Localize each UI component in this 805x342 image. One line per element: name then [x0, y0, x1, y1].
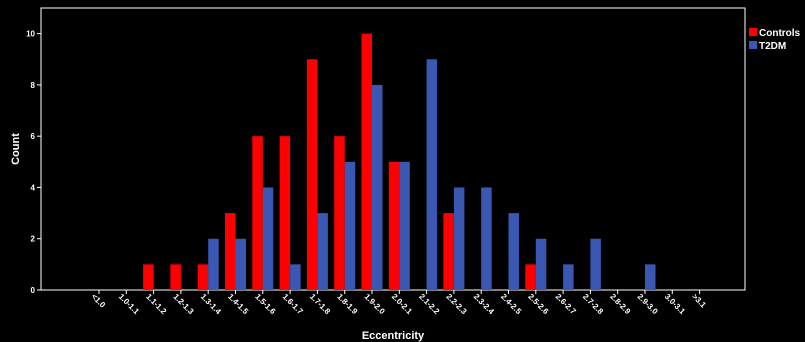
bar-controls-8 — [306, 59, 318, 290]
x-tick-label-10: 1.9-2.0 — [363, 292, 387, 316]
bar-t2dm-7 — [290, 264, 301, 290]
y-axis-title: Count — [10, 133, 22, 165]
y-tick-label-0: 0 — [31, 286, 36, 295]
bar-controls-16 — [525, 264, 536, 290]
x-tick-label-16: 2.5-2.6 — [526, 292, 550, 316]
bar-controls-9 — [334, 136, 345, 290]
x-tick-label-2: 1.1-1.2 — [144, 292, 168, 316]
x-tick-label-5: 1.4-1.5 — [226, 292, 250, 316]
bar-t2dm-5 — [235, 238, 246, 290]
y-tick-label-6: 6 — [31, 132, 36, 141]
x-tick-label-7: 1.6-1.7 — [281, 292, 305, 316]
y-tick-label-10: 10 — [26, 30, 35, 39]
bar-t2dm-12 — [426, 59, 438, 290]
x-tick-label-21: 3.0-3.1 — [663, 292, 687, 316]
bar-t2dm-17 — [563, 264, 574, 290]
x-tick-label-0: <1.0 — [90, 292, 108, 310]
x-tick-label-13: 2.2-2.3 — [444, 292, 468, 316]
x-tick-label-6: 1.5-1.6 — [253, 292, 277, 316]
bar-t2dm-14 — [481, 187, 492, 290]
x-tick-label-9: 1.8-1.9 — [335, 292, 359, 316]
bar-t2dm-13 — [453, 187, 465, 290]
x-tick-label-12: 2.1-2.2 — [417, 292, 441, 316]
x-tick-label-1: 1.0-1.1 — [117, 292, 141, 316]
bar-t2dm-15 — [508, 213, 519, 290]
x-tick-label-18: 2.7-2.8 — [581, 292, 605, 316]
x-tick-label-22: >3.1 — [690, 292, 708, 310]
x-tick-label-3: 1.2-1.3 — [171, 292, 195, 316]
x-tick-label-8: 1.7-1.8 — [308, 292, 332, 316]
bar-t2dm-10 — [372, 84, 383, 290]
x-tick-label-14: 2.3-2.4 — [472, 292, 496, 316]
bar-t2dm-20 — [645, 264, 656, 290]
bar-controls-5 — [225, 213, 236, 290]
x-tick-label-19: 2.8-2.9 — [608, 292, 632, 316]
legend-swatch-t2dm — [749, 41, 757, 49]
x-tick-label-11: 2.0-2.1 — [390, 292, 414, 316]
bar-controls-4 — [197, 264, 209, 290]
bar-controls-7 — [279, 136, 291, 290]
bar-controls-10 — [361, 33, 372, 291]
bar-t2dm-18 — [590, 238, 601, 290]
bars-group — [143, 33, 656, 291]
x-tick-label-4: 1.3-1.4 — [199, 292, 223, 316]
legend: Controls T2DM — [749, 28, 801, 52]
x-tick-label-17: 2.6-2.7 — [554, 292, 578, 316]
bar-controls-13 — [443, 213, 454, 290]
bar-t2dm-4 — [208, 238, 219, 290]
bar-t2dm-9 — [344, 161, 356, 290]
y-axis: 0 2 4 6 8 10 — [26, 30, 41, 295]
x-axis-title: Eccentricity — [362, 330, 425, 342]
bar-controls-2 — [143, 264, 154, 290]
x-axis: <1.0 1.0-1.1 1.1-1.2 1.2-1.3 1.3-1.4 1.4-1.5 1… — [90, 290, 708, 316]
legend-swatch-controls — [749, 28, 757, 36]
y-tick-label-4: 4 — [31, 183, 36, 192]
bar-t2dm-11 — [399, 161, 410, 290]
legend-label-controls: Controls — [759, 28, 801, 39]
bar-controls-6 — [252, 136, 263, 290]
bar-controls-11 — [388, 161, 400, 290]
x-tick-label-20: 2.9-3.0 — [636, 292, 660, 316]
y-tick-label-2: 2 — [31, 235, 36, 244]
bar-t2dm-8 — [317, 213, 328, 290]
y-tick-label-8: 8 — [31, 81, 36, 90]
bar-controls-3 — [170, 264, 181, 290]
bar-t2dm-16 — [535, 238, 547, 290]
legend-label-t2dm: T2DM — [759, 41, 786, 52]
bar-t2dm-6 — [262, 187, 274, 290]
x-tick-label-15: 2.4-2.5 — [499, 292, 523, 316]
